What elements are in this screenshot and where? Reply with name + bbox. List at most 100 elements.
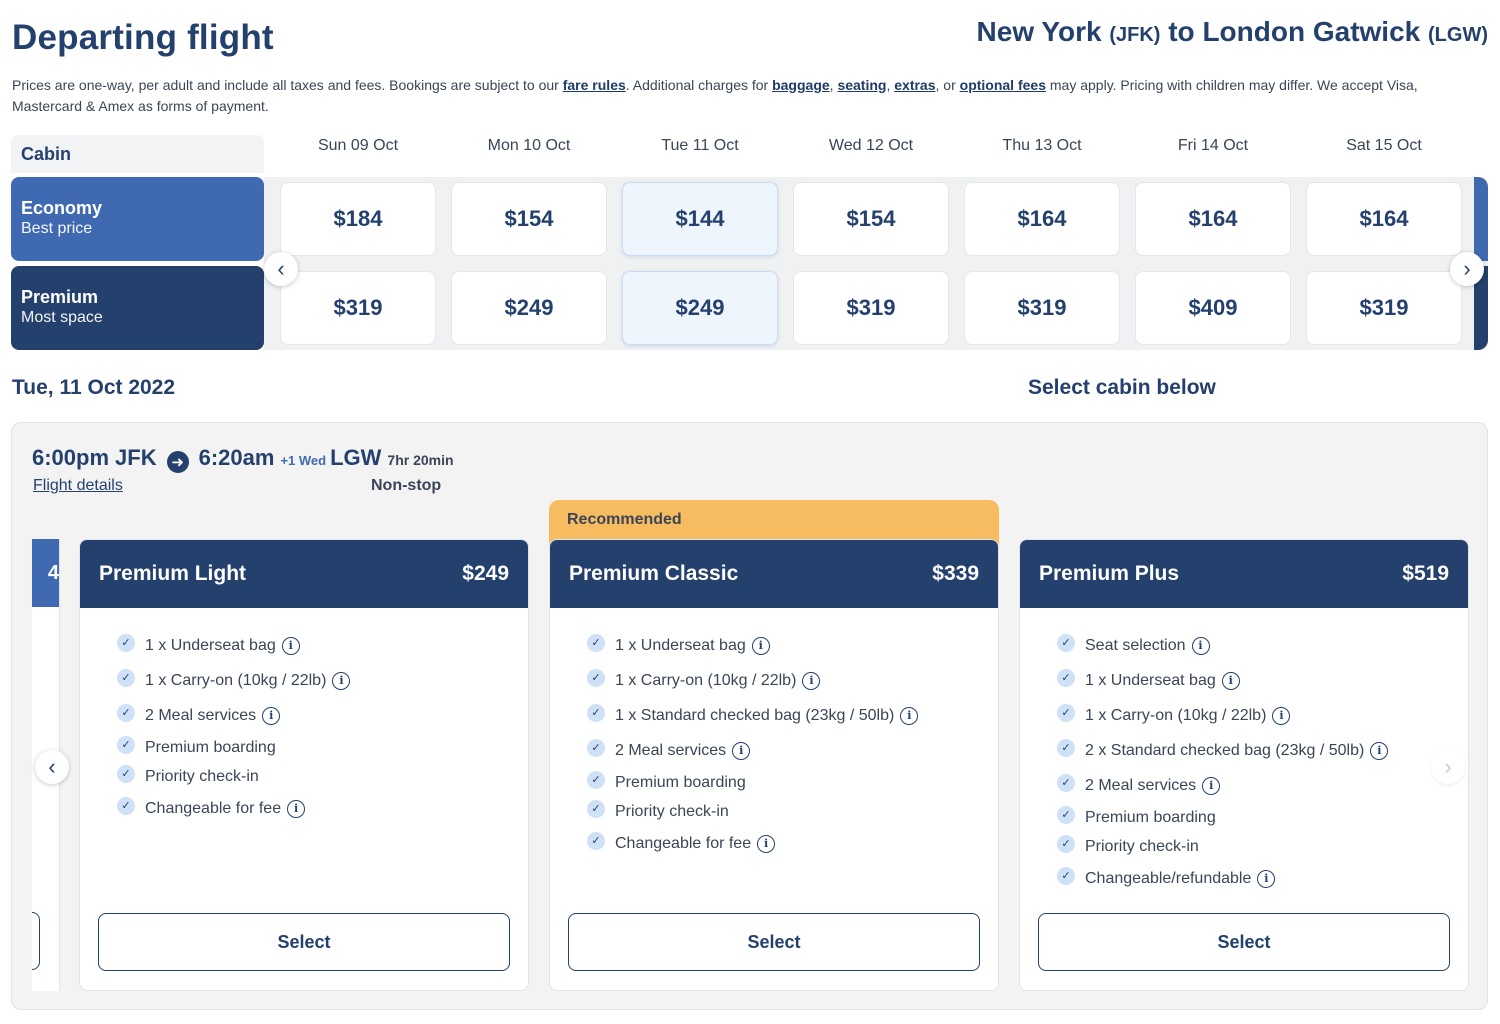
feature-text: 1 x Underseat bag	[615, 636, 746, 654]
check-icon: ✓	[587, 703, 605, 722]
fare-feature: ✓ Priority check-in	[587, 797, 998, 826]
info-icon[interactable]: i	[757, 834, 776, 853]
disclaimer-text: ,	[829, 77, 838, 93]
fare-feature: ✓ 1 x Carry-on (10kg / 22lb) i	[117, 663, 528, 698]
date-header: Sun 09 Oct	[317, 137, 399, 154]
select-cabin-label: Select cabin below	[1028, 376, 1216, 399]
fare-feature: ✓ 1 x Carry-on (10kg / 22lb) i	[587, 663, 998, 698]
origin-city: New York	[976, 16, 1102, 47]
dates-prev-button[interactable]: ‹	[264, 252, 298, 286]
feature-text: Priority check-in	[615, 802, 729, 820]
feature-text: 2 x Standard checked bag (23kg / 50lb)	[1085, 741, 1365, 759]
fares-next-button[interactable]: ›	[1431, 750, 1465, 784]
depart-time: 6:00pm	[32, 445, 110, 470]
price-cell[interactable]: $144	[622, 182, 778, 256]
origin-code: (JFK)	[1109, 24, 1161, 46]
feature-text: 2 Meal services	[1085, 776, 1197, 794]
info-icon[interactable]: i	[1257, 869, 1276, 888]
check-icon: ✓	[1057, 633, 1075, 652]
feature-text: Premium boarding	[615, 773, 746, 791]
check-icon: ✓	[117, 633, 135, 652]
arrive-time: 6:20am	[198, 445, 275, 470]
feature-text: Changeable for fee	[615, 834, 752, 852]
flight-option-panel: 6:00pm JFK ➜ 6:20am +1 Wed LGW 7hr 20min…	[11, 422, 1488, 1010]
page-title: Departing flight	[12, 18, 274, 57]
feature-text: Priority check-in	[1085, 837, 1199, 855]
fare-price: $519	[1402, 562, 1449, 585]
partial-select-button[interactable]	[32, 912, 40, 970]
info-icon[interactable]: i	[900, 706, 919, 725]
extras-link[interactable]: extras	[894, 77, 936, 93]
price-cell[interactable]: $319	[964, 271, 1120, 345]
pricing-disclaimer: Prices are one-way, per adult and includ…	[12, 75, 1482, 117]
disclaimer-text: ,	[886, 77, 895, 93]
chevron-left-icon: ‹	[48, 754, 56, 779]
partial-price: 4	[32, 539, 59, 607]
check-icon: ✓	[1057, 773, 1075, 792]
price-cell[interactable]: $184	[280, 182, 436, 256]
flight-duration: 7hr 20min	[387, 452, 454, 468]
fares-prev-button[interactable]: ‹	[35, 750, 69, 784]
check-icon: ✓	[1057, 703, 1075, 722]
info-icon[interactable]: i	[1370, 741, 1389, 760]
price-cell[interactable]: $319	[1306, 271, 1462, 345]
price-cell[interactable]: $154	[451, 182, 607, 256]
info-icon[interactable]: i	[732, 741, 751, 760]
check-icon: ✓	[587, 633, 605, 652]
price-cell[interactable]: $249	[451, 271, 607, 345]
feature-text: Changeable for fee	[145, 799, 282, 817]
depart-code: JFK	[115, 445, 157, 470]
feature-text: 1 x Carry-on (10kg / 22lb)	[145, 671, 327, 689]
price-cell[interactable]: $164	[1306, 182, 1462, 256]
price-cell[interactable]: $319	[793, 271, 949, 345]
fare-name: Premium Plus	[1039, 562, 1180, 585]
baggage-link[interactable]: baggage	[772, 77, 830, 93]
price-cell[interactable]: $154	[793, 182, 949, 256]
arrive-code: LGW	[330, 445, 382, 470]
seating-link[interactable]: seating	[837, 77, 887, 93]
price-cell[interactable]: $249	[622, 271, 778, 345]
fare-feature: ✓ 2 Meal services i	[1057, 768, 1468, 803]
check-icon: ✓	[1057, 668, 1075, 687]
destination-city: London Gatwick	[1202, 16, 1421, 47]
select-fare-button[interactable]: Select	[568, 913, 980, 971]
fare-feature: ✓ 1 x Underseat bag i	[587, 628, 998, 663]
price-cell[interactable]: $319	[280, 271, 436, 345]
feature-text: 1 x Underseat bag	[145, 636, 276, 654]
optional-fees-link[interactable]: optional fees	[959, 77, 1046, 93]
info-icon[interactable]: i	[1202, 776, 1221, 795]
check-icon: ✓	[587, 668, 605, 687]
info-icon[interactable]: i	[802, 671, 821, 690]
fare-rules-link[interactable]: fare rules	[562, 77, 626, 93]
fare-features: ✓ Seat selection i ✓ 1 x Underseat bag i ✓ 1 x …	[1020, 608, 1468, 896]
price-cell[interactable]: $164	[1135, 182, 1291, 256]
check-icon: ✓	[587, 738, 605, 757]
flight-details-link[interactable]: Flight details	[33, 477, 123, 494]
info-icon[interactable]: i	[751, 636, 770, 655]
route-summary: New York (JFK) to London Gatwick (LGW)	[977, 16, 1488, 48]
dates-next-button[interactable]: ›	[1450, 252, 1484, 286]
info-icon[interactable]: i	[332, 671, 351, 690]
feature-text: Changeable/refundable	[1085, 869, 1252, 887]
cabin-row-economy: Economy Best price	[11, 177, 264, 261]
info-icon[interactable]: i	[1191, 636, 1210, 655]
price-cell[interactable]: $164	[964, 182, 1120, 256]
check-icon: ✓	[587, 831, 605, 850]
price-cell[interactable]: $409	[1135, 271, 1291, 345]
check-icon: ✓	[587, 770, 605, 789]
info-icon[interactable]: i	[1272, 706, 1291, 725]
info-icon[interactable]: i	[281, 636, 300, 655]
day-offset: +1 Wed	[280, 453, 327, 468]
fare-card-header: Premium Light $249	[80, 540, 528, 608]
info-icon[interactable]: i	[262, 706, 281, 725]
info-icon[interactable]: i	[287, 799, 306, 818]
check-icon: ✓	[1057, 834, 1075, 853]
select-fare-button[interactable]: Select	[98, 913, 510, 971]
flight-times: 6:00pm JFK ➜ 6:20am +1 Wed LGW 7hr 20min	[32, 445, 454, 473]
select-fare-button[interactable]: Select	[1038, 913, 1450, 971]
info-icon[interactable]: i	[1221, 671, 1240, 690]
feature-text: 2 Meal services	[615, 741, 727, 759]
check-icon: ✓	[117, 735, 135, 754]
cabin-name: Premium	[21, 287, 99, 307]
fare-price: $249	[462, 562, 509, 585]
